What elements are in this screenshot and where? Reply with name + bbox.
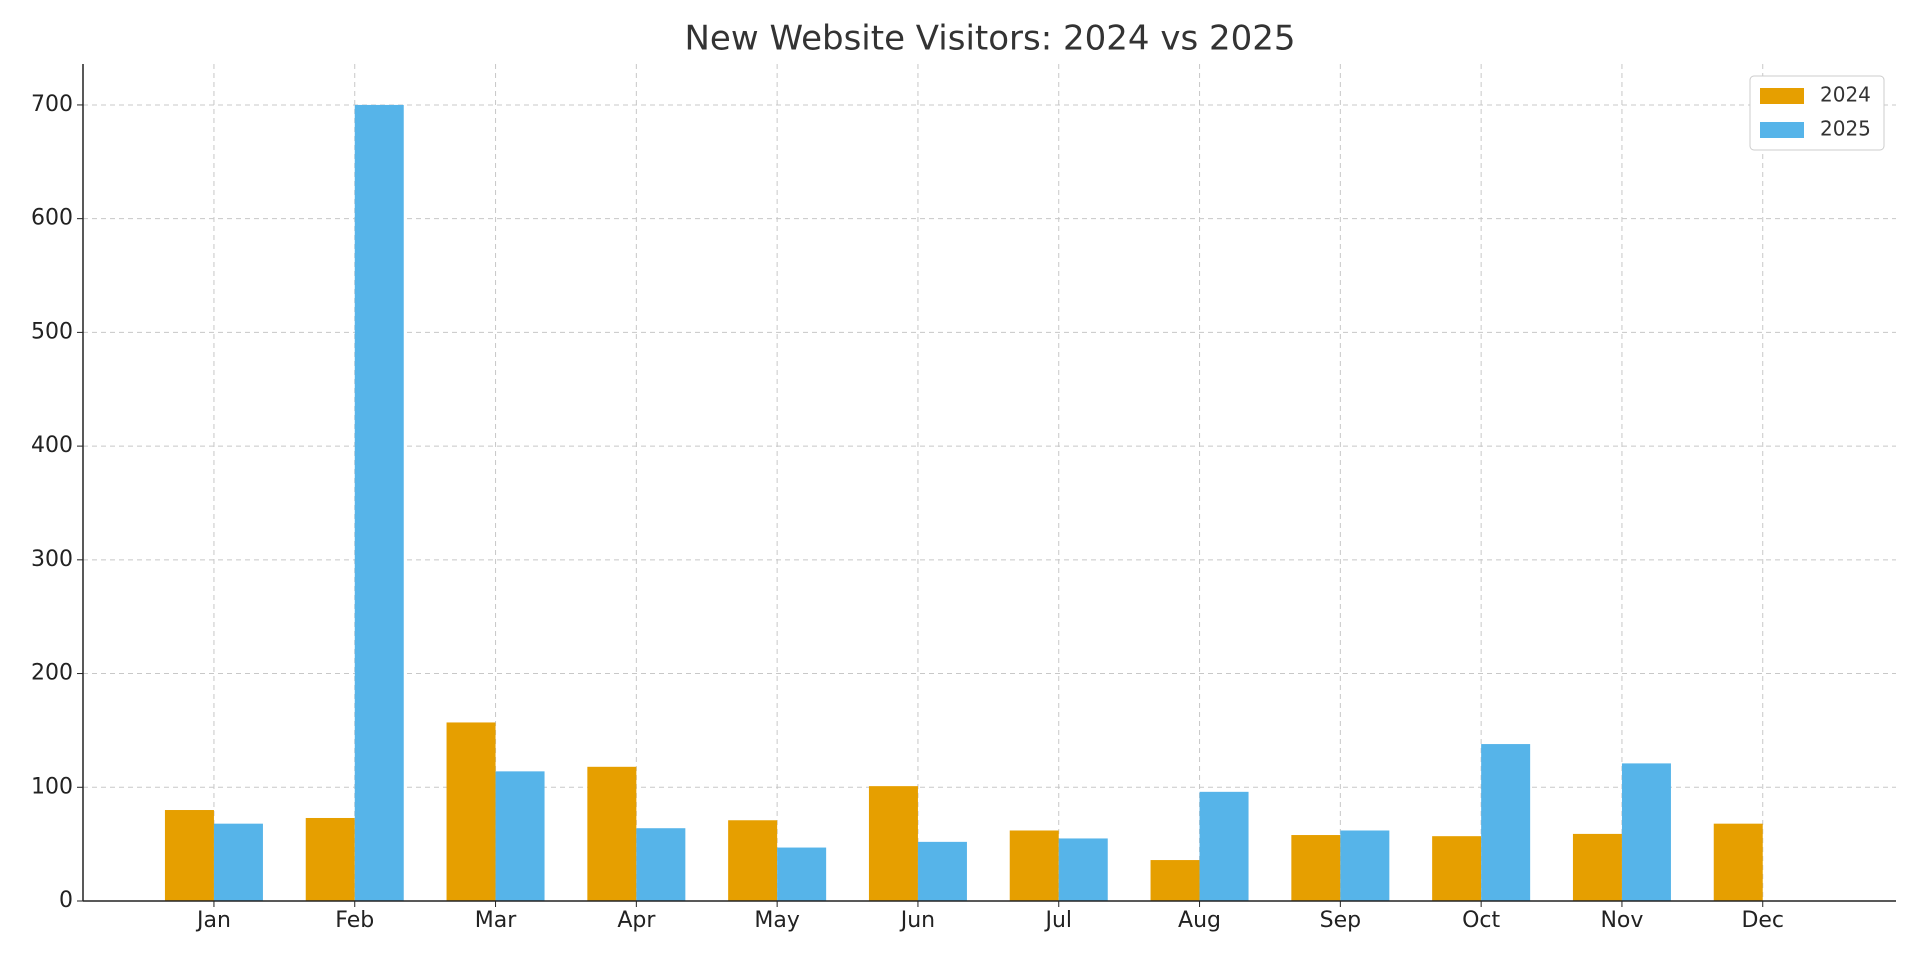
bar [777, 847, 827, 901]
bar [868, 786, 918, 901]
x-tick-label: Feb [335, 908, 374, 933]
bar [354, 104, 404, 902]
bar [728, 820, 778, 901]
x-tick-label: Apr [617, 908, 656, 933]
legend-label: 2025 [1820, 117, 1871, 141]
bar [1432, 836, 1482, 901]
bar [1150, 860, 1200, 901]
bar [917, 841, 967, 901]
x-tick-label: Aug [1178, 908, 1221, 933]
x-tick-label: Jun [899, 908, 935, 933]
bar [1621, 763, 1671, 901]
bar [1572, 833, 1622, 901]
x-tick-label: May [754, 908, 799, 933]
x-tick-label: Sep [1320, 908, 1361, 933]
bar [1291, 835, 1341, 901]
bar [636, 828, 686, 901]
y-tick-label: 700 [31, 92, 73, 117]
x-tick-label: Jan [195, 908, 231, 933]
y-tick-label: 300 [31, 547, 73, 572]
bar [495, 771, 545, 901]
y-tick-label: 0 [59, 888, 73, 913]
y-tick-label: 400 [31, 433, 73, 458]
legend-label: 2024 [1820, 83, 1871, 107]
y-tick-label: 200 [31, 661, 73, 686]
legend-swatch [1760, 88, 1804, 104]
bar [446, 722, 496, 901]
y-tick-label: 600 [31, 206, 73, 231]
bar [1340, 830, 1390, 901]
bar [1481, 744, 1531, 901]
bar [1009, 830, 1059, 901]
bar [1713, 823, 1763, 901]
x-tick-label: Dec [1741, 908, 1784, 933]
x-tick-label: Jul [1043, 908, 1072, 933]
y-tick-label: 100 [31, 774, 73, 799]
x-tick-label: Mar [475, 908, 517, 933]
bar [1058, 838, 1108, 901]
legend-swatch [1760, 122, 1804, 138]
bar [305, 817, 355, 901]
bar [587, 766, 637, 901]
bar [164, 810, 214, 901]
y-tick-label: 500 [31, 319, 73, 344]
x-tick-label: Nov [1600, 908, 1643, 933]
chart-title: New Website Visitors: 2024 vs 2025 [684, 19, 1295, 59]
x-tick-label: Oct [1462, 908, 1500, 933]
bar [213, 823, 263, 901]
bar [1199, 791, 1249, 901]
